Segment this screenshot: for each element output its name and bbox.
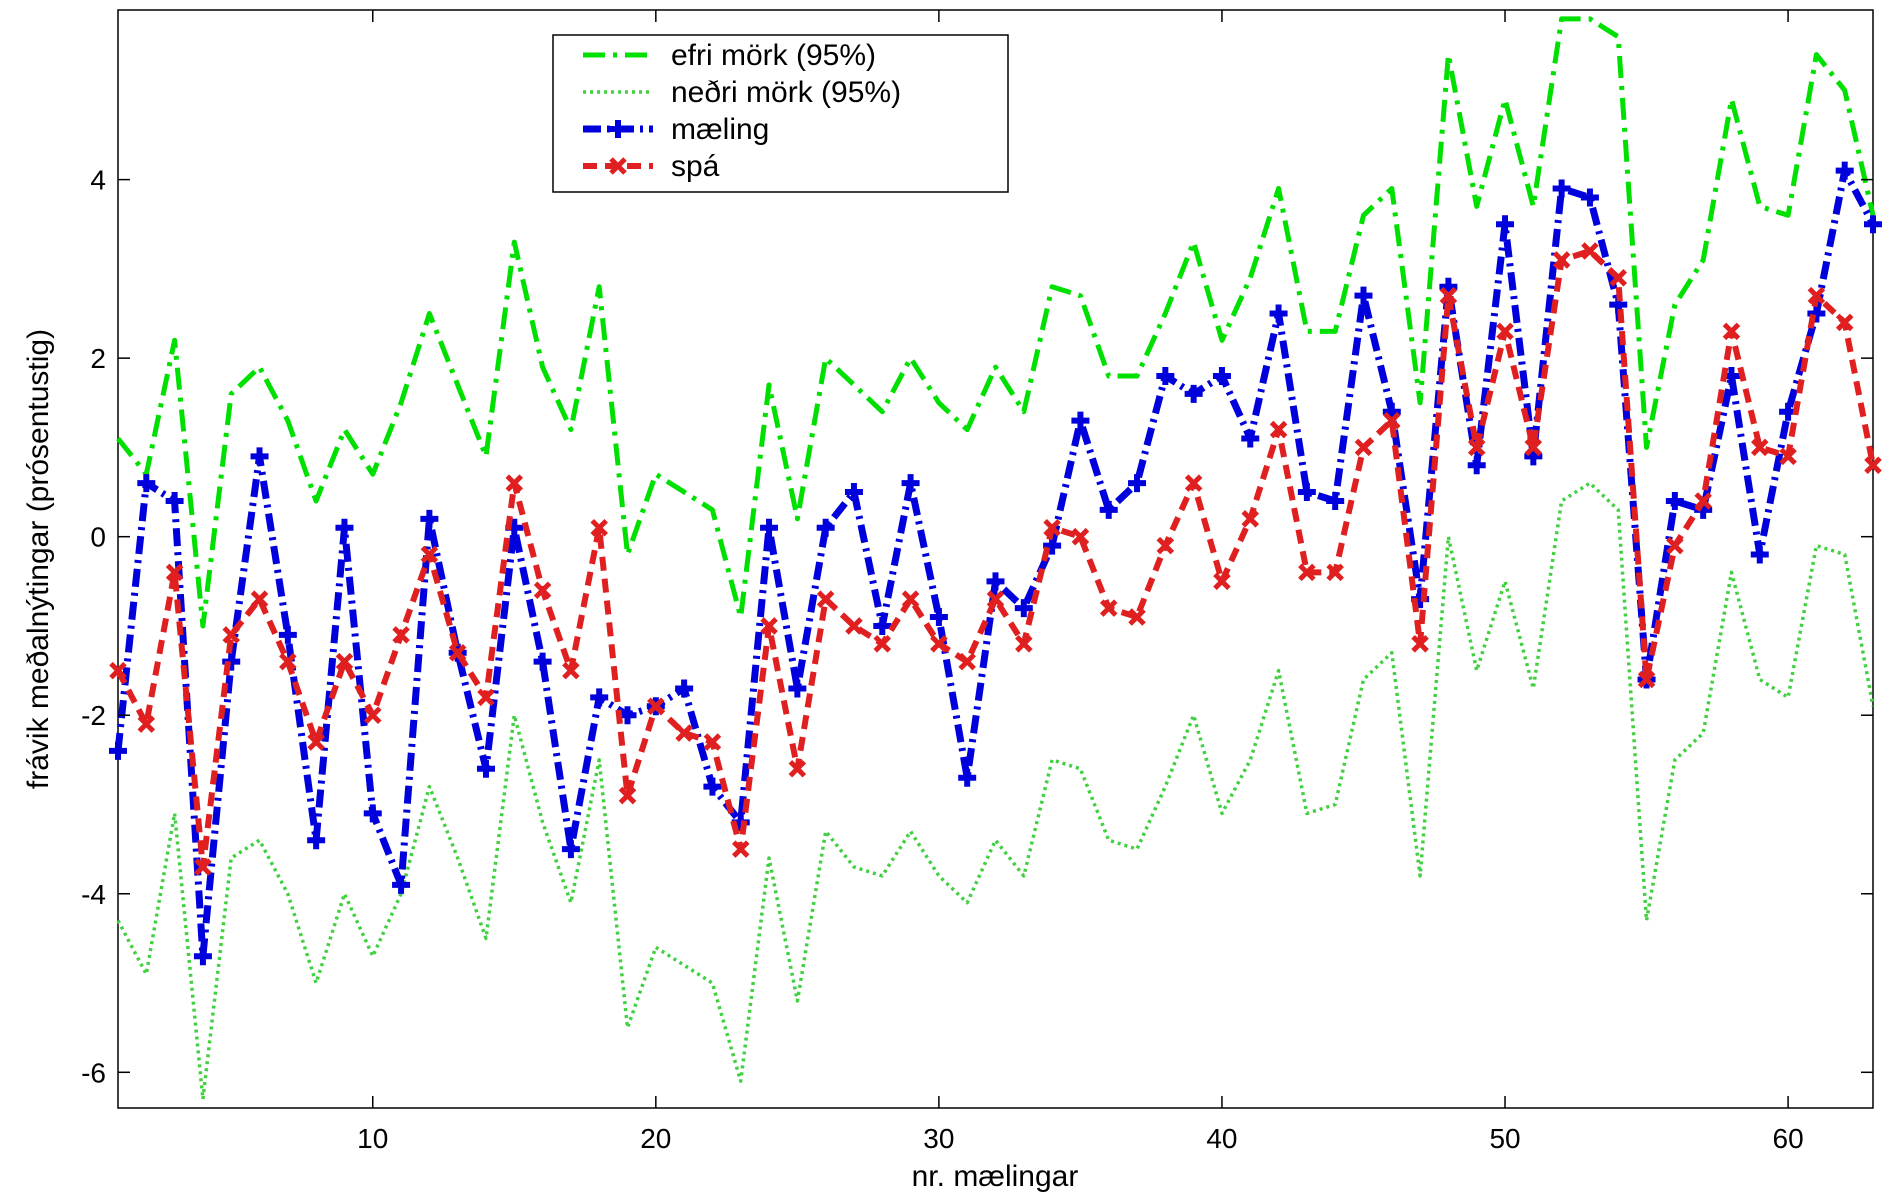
y-axis-title: frávik meðalnýtingar (prósentustig) — [22, 329, 55, 789]
x-tick-label: 10 — [357, 1123, 388, 1154]
x-tick-label: 50 — [1489, 1123, 1520, 1154]
legend-label: spá — [671, 150, 720, 183]
x-tick-label: 30 — [923, 1123, 954, 1154]
legend: efri mörk (95%) neðri mörk (95%) mæling spá — [553, 35, 1008, 192]
x-tick-label: 40 — [1206, 1123, 1237, 1154]
x-axis-title: nr. mælingar — [912, 1160, 1079, 1193]
y-tick-label: 4 — [90, 165, 106, 196]
y-tick-label: 0 — [90, 522, 106, 553]
y-tick-label: -6 — [81, 1057, 106, 1088]
y-tick-label: -2 — [81, 700, 106, 731]
y-tick-label: 2 — [90, 343, 106, 374]
legend-label: neðri mörk (95%) — [671, 76, 901, 109]
y-tick-label: -4 — [81, 879, 106, 910]
legend-label: efri mörk (95%) — [671, 39, 876, 72]
legend-label: mæling — [671, 113, 769, 146]
x-tick-label: 60 — [1773, 1123, 1804, 1154]
x-tick-label: 20 — [640, 1123, 671, 1154]
